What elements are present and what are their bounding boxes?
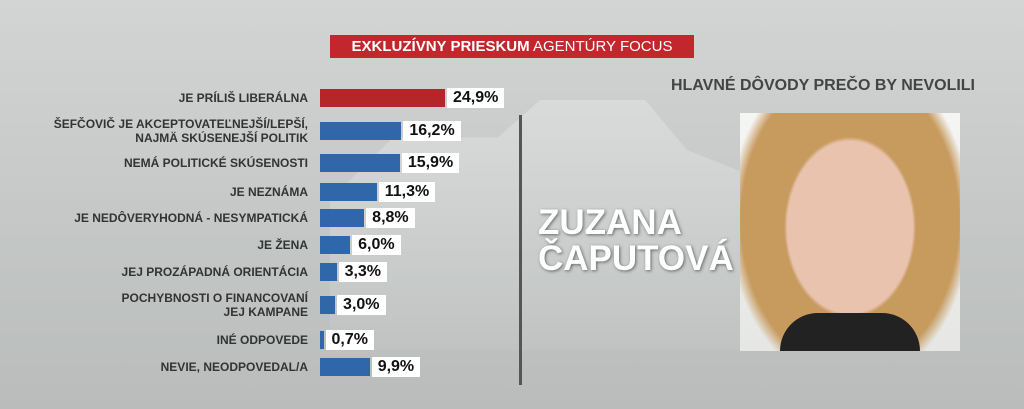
banner-regular: AGENTÚRY FOCUS: [532, 38, 673, 55]
bar: [320, 358, 370, 376]
category-label: JE NEZNÁMA: [229, 185, 308, 199]
category-label: NEMÁ POLITICKÉ SKÚSENOSTI: [123, 156, 308, 170]
value-label: 6,0%: [352, 235, 401, 255]
pole: [519, 115, 522, 385]
category-label: POCHYBNOSTI O FINANCOVANÍ JEJ KAMPANE: [121, 291, 308, 319]
category-label: JE ŽENA: [257, 238, 308, 252]
photo-jacket: [780, 313, 920, 351]
bar: [320, 331, 324, 349]
value-label: 0,7%: [325, 330, 374, 350]
value-label: 8,8%: [366, 208, 415, 228]
category-label: NEVIE, NEODPOVEDAL/A: [160, 360, 308, 374]
banner-bold: EXKLUZÍVNY PRIESKUM: [351, 38, 530, 55]
bar: [320, 89, 445, 107]
category-label: JE NEDÔVERYHODNÁ - NESYMPATICKÁ: [74, 211, 308, 225]
value-label: 3,0%: [337, 295, 386, 315]
name-line: ZUZANA: [538, 203, 682, 242]
value-label: 16,2%: [403, 121, 461, 141]
bar: [320, 209, 365, 227]
value-label: 24,9%: [446, 88, 505, 108]
value-label: 3,3%: [338, 262, 388, 282]
bar: [320, 263, 337, 281]
category-label: JEJ PROZÁPADNÁ ORIENTÁCIA: [121, 265, 308, 279]
bar: [320, 154, 400, 172]
value-label: 9,9%: [371, 357, 421, 377]
bar: [320, 122, 402, 140]
name-line: ČAPUTOVÁ: [538, 239, 734, 278]
bar: [320, 236, 351, 254]
value-label: 11,3%: [378, 182, 436, 202]
category-label: JE PRÍLIŠ LIBERÁLNA: [178, 91, 308, 105]
bar: [320, 183, 377, 201]
category-label: INÉ ODPOVEDE: [216, 333, 308, 347]
person-name: ZUZANA ČAPUTOVÁ: [538, 205, 734, 277]
bar: [320, 296, 336, 314]
value-label: 15,9%: [401, 153, 460, 173]
banner: EXKLUZÍVNY PRIESKUM AGENTÚRY FOCUS: [330, 35, 694, 58]
subtitle: HLAVNÉ DÔVODY PREČO BY NEVOLILI: [670, 77, 975, 94]
category-label: ŠEFČOVIČ JE AKCEPTOVATEĽNEJŠÍ/LEPŠÍ, NAJ…: [53, 117, 308, 145]
photo: [740, 113, 960, 351]
